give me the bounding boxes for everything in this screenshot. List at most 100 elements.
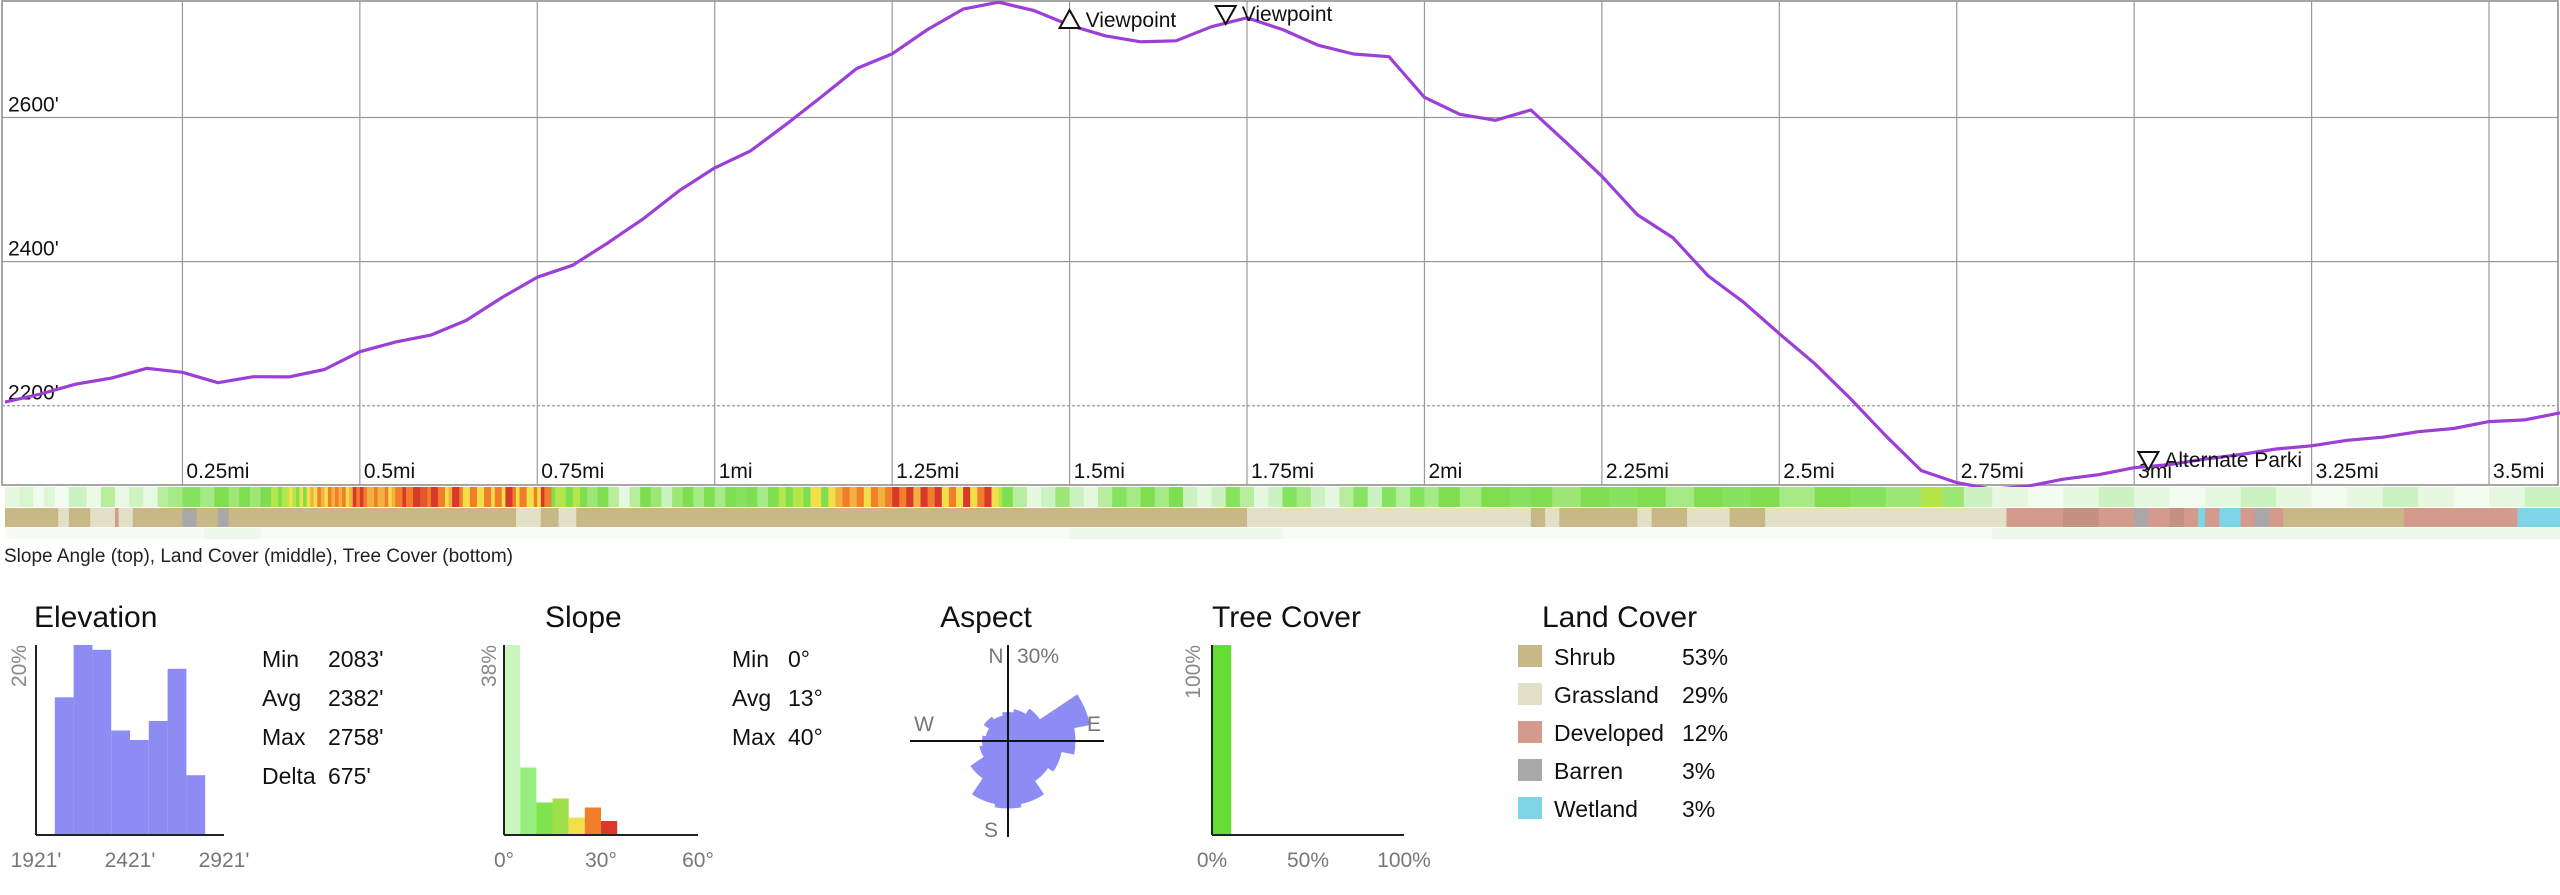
elevation-histogram-bar xyxy=(167,668,187,836)
slope-stat-max-label: Max xyxy=(732,724,776,750)
land-cover-label: Shrub xyxy=(1554,644,1615,670)
slope-strip-segment xyxy=(1580,487,1610,507)
slope-strip-segment xyxy=(920,487,929,507)
slope-strip-segment xyxy=(54,487,70,507)
slope-strip-segment xyxy=(2453,487,2490,507)
profile-x-tick-label: 3.25mi xyxy=(2316,460,2379,483)
land-cover-strip-segment xyxy=(1545,508,1560,527)
profile-y-tick-label: 2400' xyxy=(8,238,59,261)
aspect-panel: Aspect 30% N E S W xyxy=(910,601,1104,842)
tree-cover-panel: Tree Cover 100% 0% 50% 100% xyxy=(1182,601,1431,872)
slope-strip-segment xyxy=(352,487,357,507)
slope-strip-segment xyxy=(157,487,169,507)
slope-strip-segment xyxy=(395,487,403,507)
land-cover-strip-segment xyxy=(1271,508,1426,527)
land-cover-strip-segment xyxy=(2240,508,2256,527)
land-cover-strip-segment xyxy=(235,508,265,527)
slope-strip-segment xyxy=(1609,487,1638,507)
slope-strip-segment xyxy=(526,487,535,507)
slope-strip-segment xyxy=(356,487,361,507)
land-cover-strip-segment xyxy=(558,508,577,527)
elevation-stat-delta-value: 675' xyxy=(328,763,371,789)
slope-strip-segment xyxy=(44,487,56,507)
land-cover-strip-segment xyxy=(540,508,560,527)
slope-strip-segment xyxy=(296,487,301,507)
aspect-sector xyxy=(970,740,1009,779)
tree-cover-strip-segment xyxy=(5,528,205,539)
slope-angle-strip xyxy=(5,487,2560,507)
slope-strip-segment xyxy=(970,487,978,507)
slope-strip-segment xyxy=(516,487,521,507)
slope-strip-segment xyxy=(1126,487,1142,507)
slope-strip-segment xyxy=(413,487,421,507)
slope-strip-segment xyxy=(327,487,332,507)
elevation-histogram-bar xyxy=(111,730,130,835)
slope-strip-segment xyxy=(278,487,283,507)
land-cover-strip-segment xyxy=(1637,508,1653,527)
slope-strip-segment xyxy=(494,487,503,507)
slope-strip-segment xyxy=(359,487,364,507)
slope-strip-segment xyxy=(1353,487,1369,507)
slope-strip-segment xyxy=(1154,487,1170,507)
strip-caption: Slope Angle (top), Land Cover (middle), … xyxy=(4,546,514,567)
slope-strip-segment xyxy=(856,487,865,507)
slope-strip-segment xyxy=(863,487,872,507)
slope-strip-segment xyxy=(1041,487,1056,507)
slope-strip-segment xyxy=(2524,487,2560,507)
profile-x-tick-label: 0.25mi xyxy=(186,460,249,483)
elevation-hist-xtick-max: 2921' xyxy=(199,849,250,872)
waypoint-markers: Viewpoint Viewpoint Alternate Parki xyxy=(1057,3,2302,473)
slope-strip-segment xyxy=(320,487,325,507)
elevation-histogram-bar xyxy=(92,649,112,836)
slope-strip-segment xyxy=(1665,487,1695,507)
elevation-stat-avg-value: 2382' xyxy=(328,685,384,711)
slope-strip-segment xyxy=(462,487,471,507)
slope-strip-segment xyxy=(303,487,308,507)
profile-x-tick-label: 1.5mi xyxy=(1074,460,1125,483)
slope-strip-segment xyxy=(934,487,943,507)
slope-strip-segment xyxy=(835,487,844,507)
land-cover-strip-segment xyxy=(2134,508,2149,527)
land-cover-strip-segment xyxy=(1729,508,1766,527)
elevation-hist-xtick-min: 1921' xyxy=(11,849,62,872)
slope-strip-segment xyxy=(477,487,485,507)
slope-strip-segment xyxy=(129,487,144,507)
slope-strip-segment xyxy=(86,487,102,507)
elevation-stat-avg-label: Avg xyxy=(262,685,301,711)
slope-strip-segment xyxy=(469,487,478,507)
waypoint-marker-icon[interactable] xyxy=(2136,451,2161,473)
slope-strip-segment xyxy=(984,487,993,507)
profile-x-tick-label: 2mi xyxy=(1428,460,1462,483)
slope-histogram-bar xyxy=(536,802,553,835)
elevation-stat-max-label: Max xyxy=(262,724,306,750)
slope-strip-segment xyxy=(1438,487,1461,507)
waypoint-marker-icon[interactable] xyxy=(1057,7,1082,29)
slope-strip-segment xyxy=(2134,487,2171,507)
slope-strip-segment xyxy=(1254,487,1269,507)
slope-stat-max-value: 40° xyxy=(788,724,823,750)
slope-strip-segment xyxy=(445,487,450,507)
waypoint-marker-icon[interactable] xyxy=(1214,5,1238,27)
land-cover-strip-segment xyxy=(2205,508,2220,527)
slope-histogram-bar xyxy=(601,821,618,835)
slope-panel-title: Slope xyxy=(545,601,622,634)
slope-strip-segment xyxy=(68,487,88,507)
slope-strip-segment xyxy=(384,487,389,507)
profile-grid xyxy=(1,0,2559,486)
slope-strip-segment xyxy=(1197,487,1213,507)
slope-strip-segment xyxy=(281,487,290,507)
slope-strip-segment xyxy=(540,487,545,507)
slope-strip-segment xyxy=(1098,487,1113,507)
slope-strip-segment xyxy=(491,487,496,507)
elevation-profile-chart[interactable]: 2200'2400'2600' 0.25mi 0.5mi 0.75mi 1mi 1.25… xyxy=(0,0,2560,540)
slope-strip-segment xyxy=(899,487,907,507)
slope-strip-segment xyxy=(2169,487,2206,507)
slope-strip-segment xyxy=(991,487,1000,507)
slope-strip-segment xyxy=(1694,487,1724,507)
slope-hist-xtick-min: 0° xyxy=(494,849,514,872)
waypoint-label: Alternate Parki xyxy=(2164,449,2302,472)
slope-strip-segment xyxy=(714,487,726,507)
slope-strip-segment xyxy=(597,487,609,507)
slope-histogram-bar xyxy=(552,798,569,835)
slope-strip-segment xyxy=(1396,487,1411,507)
